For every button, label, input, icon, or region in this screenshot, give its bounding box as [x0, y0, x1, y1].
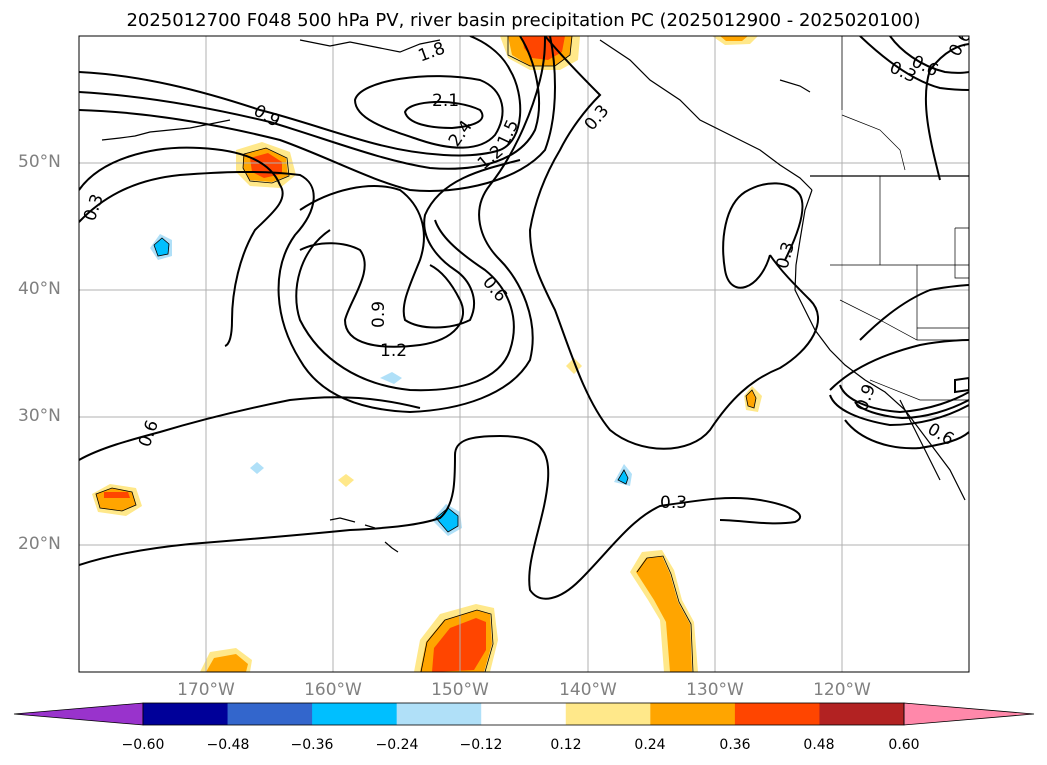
lon-label-150w: 150°W — [431, 680, 489, 700]
lon-label-160w: 160°W — [304, 680, 362, 700]
colorbar-segments — [143, 703, 905, 725]
contour-label: 0.9 — [369, 301, 389, 328]
colorbar-segment — [481, 703, 567, 725]
coastlines — [101, 36, 969, 553]
colorbar-segment — [312, 703, 398, 725]
colorbar-segment — [227, 703, 313, 725]
chart-title: 2025012700 F048 500 hPa PV, river basin … — [126, 10, 921, 31]
lon-label-140w: 140°W — [559, 680, 617, 700]
map-frame — [78, 35, 970, 673]
lon-label-130w: 130°W — [686, 680, 744, 700]
lon-label-170w: 170°W — [177, 680, 235, 700]
colorbar-segment — [396, 703, 482, 725]
colorbar-tick: −0.12 — [459, 737, 503, 753]
contour-label: 2.1 — [432, 91, 459, 111]
colorbar-tick: −0.36 — [290, 737, 334, 753]
lat-label-50n: 50°N — [18, 152, 61, 172]
colorbar-tick: 0.36 — [719, 737, 751, 753]
colorbar-segment — [734, 703, 820, 725]
colorbar-tick: −0.24 — [375, 737, 419, 753]
colorbar-extend-max — [903, 702, 1035, 726]
contour-label: 0.3 — [660, 493, 687, 513]
colorbar — [13, 702, 1035, 726]
colorbar-extend-min — [13, 702, 144, 726]
colorbar-tick: −0.60 — [121, 737, 165, 753]
colorbar-segment — [143, 703, 229, 725]
colorbar-tick: 0.24 — [634, 737, 666, 753]
colorbar-segment — [565, 703, 651, 725]
colorbar-tick: −0.48 — [206, 737, 250, 753]
colorbar-segment — [650, 703, 736, 725]
lat-label-20n: 20°N — [18, 534, 61, 554]
contour-label: 1.2 — [380, 341, 407, 361]
lat-label-40n: 40°N — [18, 279, 61, 299]
pv-contours — [79, 36, 969, 600]
colorbar-tick: 0.60 — [888, 737, 920, 753]
lat-label-30n: 30°N — [18, 406, 61, 426]
lon-label-120w: 120°W — [813, 680, 871, 700]
contour-label: 0.6 — [945, 27, 976, 60]
precip-shading — [92, 36, 762, 672]
colorbar-segment — [819, 703, 905, 725]
map-area: 1.8 2.1 2.4 1.5 1.2 0.9 0.3 0.3 0.3 0.6 … — [79, 27, 976, 672]
colorbar-tick: 0.48 — [803, 737, 835, 753]
colorbar-tick: 0.12 — [550, 737, 582, 753]
